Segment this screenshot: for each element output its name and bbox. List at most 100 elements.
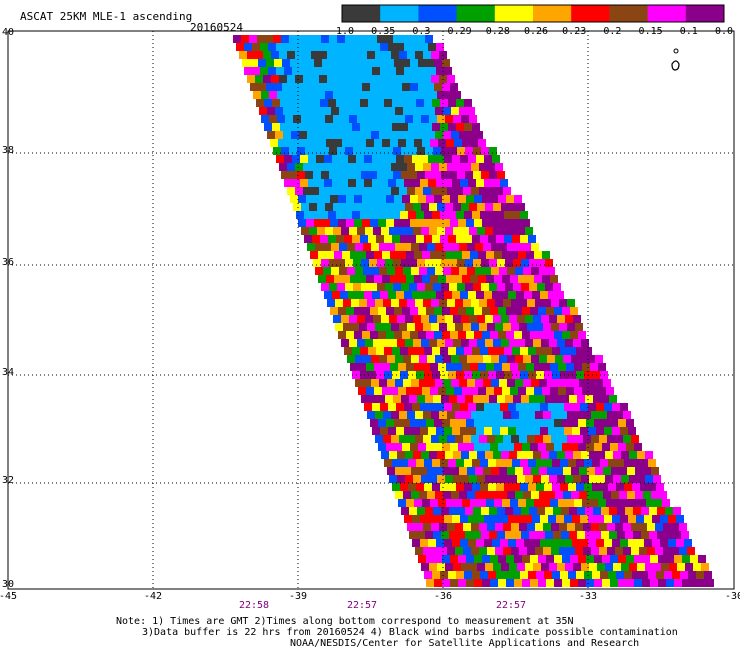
swath-cell (483, 243, 491, 251)
swath-cell (525, 563, 533, 571)
swath-cell (332, 291, 340, 299)
swath-cell (256, 99, 264, 107)
swath-cell (410, 419, 418, 427)
swath-cell (307, 243, 315, 251)
swath-cell (288, 123, 296, 131)
swath-cell (340, 67, 348, 75)
swath-cell (613, 451, 621, 459)
swath-cell (418, 195, 426, 203)
swath-cell (370, 219, 378, 227)
swath-cell (560, 483, 568, 491)
swath-cell (444, 403, 452, 411)
swath-cell (497, 259, 505, 267)
swath-cell (257, 35, 265, 43)
swath-cell (330, 83, 338, 91)
swath-cell (316, 155, 324, 163)
swath-cell (376, 99, 384, 107)
swath-cell (332, 155, 340, 163)
swath-cell (549, 339, 557, 347)
swath-cell (450, 83, 458, 91)
swath-cell (608, 571, 616, 579)
swath-cell (396, 179, 404, 187)
swath-cell (610, 555, 618, 563)
swath-cell (512, 347, 520, 355)
swath-cell (595, 355, 603, 363)
swath-cell (458, 331, 466, 339)
swath-cell (676, 539, 684, 547)
swath-cell (477, 475, 485, 483)
swath-cell (490, 419, 498, 427)
swath-cell (466, 579, 474, 587)
swath-cell (402, 307, 410, 315)
swath-cell (426, 555, 434, 563)
swath-cell (378, 419, 386, 427)
swath-cell (656, 571, 664, 579)
swath-cell (331, 243, 339, 251)
swath-cell (565, 563, 573, 571)
colorbar-swatch (685, 5, 725, 22)
swath-cell (382, 251, 390, 259)
swath-cell (299, 107, 307, 115)
swath-cell (425, 507, 433, 515)
swath-cell (564, 427, 572, 435)
swath-cell (510, 499, 518, 507)
time-label: 22:57 (495, 600, 527, 611)
swath-cell (619, 491, 627, 499)
swath-cell (390, 363, 398, 371)
swath-cell (267, 107, 275, 115)
swath-cell (381, 91, 389, 99)
swath-cell (371, 131, 379, 139)
swath-cell (380, 403, 388, 411)
latitude-label: 40 (2, 27, 15, 38)
swath-cell (564, 539, 572, 547)
swath-cell (367, 323, 375, 331)
swath-cell (519, 323, 527, 331)
swath-cell (571, 467, 579, 475)
swath-cell (384, 99, 392, 107)
swath-cell (687, 547, 695, 555)
swath-cell (434, 443, 442, 451)
swath-cell (514, 331, 522, 339)
swath-cell (400, 235, 408, 243)
swath-cell (290, 195, 298, 203)
swath-cell (487, 187, 495, 195)
swath-cell (518, 275, 526, 283)
swath-cell (603, 491, 611, 499)
swath-cell (259, 107, 267, 115)
swath-cell (557, 563, 565, 571)
swath-cell (529, 531, 537, 539)
swath-cell (373, 203, 381, 211)
swath-cell (430, 363, 438, 371)
swath-cell (406, 387, 414, 395)
swath-cell (568, 571, 576, 579)
swath-cell (488, 235, 496, 243)
swath-cell (490, 555, 498, 563)
swath-cell (351, 299, 359, 307)
swath-cell (441, 395, 449, 403)
swath-cell (349, 203, 357, 211)
swath-cell (544, 571, 552, 579)
swath-cell (385, 283, 393, 291)
swath-cell (454, 499, 462, 507)
swath-cell (350, 251, 358, 259)
swath-cell (517, 451, 525, 459)
swath-cell (377, 259, 385, 267)
swath-cell (339, 243, 347, 251)
swath-cell (632, 459, 640, 467)
swath-cell (483, 379, 491, 387)
swath-cell (322, 83, 330, 91)
swath-cell (303, 163, 311, 171)
swath-cell (546, 419, 554, 427)
swath-cell (386, 307, 394, 315)
swath-cell (311, 163, 319, 171)
swath-cell (422, 251, 430, 259)
swath-cell (421, 451, 429, 459)
swath-cell (516, 427, 524, 435)
swath-cell (514, 195, 522, 203)
swath-cell (643, 491, 651, 499)
swath-cell (480, 211, 488, 219)
swath-cell (455, 299, 463, 307)
swath-cell (450, 195, 458, 203)
swath-cell (550, 363, 558, 371)
swath-cell (376, 123, 384, 131)
